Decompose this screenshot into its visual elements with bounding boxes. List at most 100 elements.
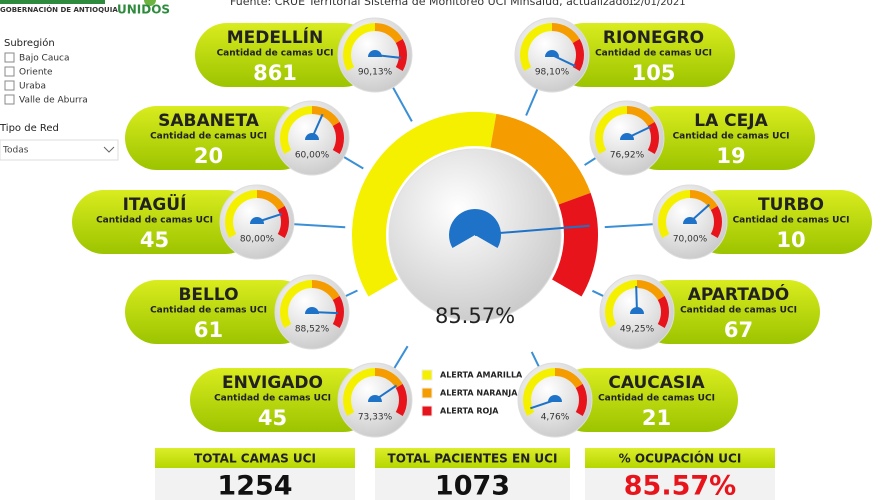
filter-label: Tipo de Red [0,123,59,134]
city-caption: Cantidad de camas UCI [96,216,213,226]
mini-gauge-needle [626,125,651,139]
mini-gauge-band [572,39,584,71]
city-caption: Cantidad de camas UCI [673,132,790,142]
mini-gauge-band [605,280,638,328]
kpi-value: 1254 [217,471,292,500]
totals: TOTAL CAMAS UCI 1254 TOTAL PACIENTES EN UC… [155,448,775,500]
card-pill [72,190,257,254]
city-caption: Cantidad de camas UCI [214,394,331,404]
occupancy-label: 70,00% [673,235,708,245]
kpi-body [155,468,355,500]
kpi-value: 1073 [435,471,510,500]
mini-gauge-band [636,280,665,301]
legend-label: ALERTA NARANJA [440,389,518,398]
city-name: RIONEGRO [603,28,704,48]
mini-gauge-hub [620,133,634,140]
city-caption: Cantidad de camas UCI [733,216,850,226]
update-date: 12/01/2021 [628,0,686,8]
city-caption: Cantidad de camas UCI [598,394,715,404]
mini-gauge-band [658,190,691,238]
legend: ALERTA AMARILLA ALERTA NARANJA ALERTA ROJA [421,369,523,417]
city-name: LA CEJA [694,111,768,131]
dropdown[interactable]: Todas [0,139,119,161]
kpi-header [155,448,355,468]
brand: UNIDOS [117,3,170,17]
mini-gauge-band [710,206,722,238]
dropdown-chevron[interactable] [103,146,115,153]
card-pill [627,106,815,170]
occupancy-label: 88,52% [295,325,330,335]
legend-swatch [421,369,433,381]
gauge-hub [449,209,502,248]
city-count: 45 [258,406,287,430]
connector [584,156,598,166]
city-caption: Cantidad de camas UCI [150,306,267,316]
city-count: 20 [194,144,223,168]
card-pill [637,280,820,344]
kpi-title: % OCUPACIÓN UCI [619,451,742,466]
kpi-header [585,448,775,468]
mini-gauge-needle [256,213,283,223]
card-pill [190,368,375,432]
legend-label: ALERTA AMARILLA [440,371,523,380]
city-count: 861 [253,61,297,85]
city-caption: Cantidad de camas UCI [217,49,334,59]
legend-swatch [421,405,433,417]
mini-gauge-band [280,106,313,154]
dropdown-value[interactable]: Todas [2,146,29,156]
mini-gauge-band [595,106,628,154]
card-pill [125,280,312,344]
city-name: MEDELLÍN [227,26,323,48]
mini-gauge-band [332,122,344,154]
checkbox[interactable] [4,80,15,91]
legend-label: ALERTA ROJA [440,407,499,416]
connectors [292,85,655,370]
mini-gauge-band [689,190,718,211]
mini-gauge-band [311,106,340,127]
mini-gauge-needle [374,54,401,59]
connector [530,351,541,369]
option-label[interactable]: Uraba [19,82,46,92]
city-name: APARTADÓ [688,283,790,305]
kpi-title: TOTAL PACIENTES EN UCI [388,452,558,466]
mini-gauge-band [343,368,376,416]
mini-gauge-band [626,106,655,127]
checkbox[interactable] [4,66,15,77]
mini-gauge-needle [311,311,339,315]
option-label[interactable]: Valle de Aburra [19,96,88,106]
filter-options: Bajo Cauca Oriente Uraba Valle de Aburra [4,52,88,106]
option-label[interactable]: Oriente [19,68,53,78]
mini-gauge-needle [374,384,398,401]
mini-gauge-needle [311,113,324,139]
card-pill [125,106,312,170]
overall-gauge: 85.57% [352,112,598,328]
mini-gauge-band [575,384,587,416]
gauge-needle [474,224,590,236]
mini-gauge-band [343,23,376,71]
checkbox[interactable] [4,52,15,63]
city-name: ITAGÜÍ [123,193,187,215]
occupancy-label: 4,76% [541,413,570,423]
mini-gauge-band [225,190,258,238]
kpi-title: TOTAL CAMAS UCI [194,452,316,466]
mini-gauge-band [520,23,553,71]
occupancy-label: 98,10% [535,68,570,78]
city-caption: Cantidad de camas UCI [150,132,267,142]
city-count: 21 [642,406,671,430]
dropdown-box[interactable] [0,139,119,161]
connector [342,155,364,170]
option-label[interactable]: Bajo Cauca [19,54,70,64]
org-name: GOBERNACIÓN DE ANTIOQUIA [0,5,118,14]
checkbox[interactable] [4,94,15,105]
occupancy-label: 76,92% [610,151,645,161]
gauge-band [551,192,598,297]
